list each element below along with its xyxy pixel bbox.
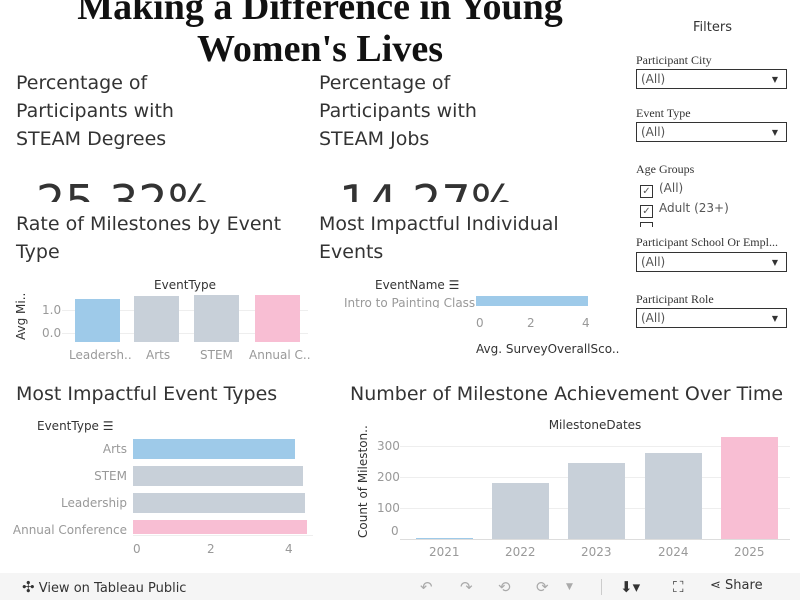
category-label: Annual Conference	[12, 523, 127, 535]
dashboard-title: Making a Difference in Young Women's Liv…	[77, 0, 563, 62]
bar-2025	[721, 437, 778, 539]
x-tick: 2025	[734, 545, 765, 559]
bar-2022	[492, 482, 549, 539]
filter-label: Participant Role	[636, 292, 714, 306]
checkmark-icon: ✓	[640, 205, 653, 218]
sort-icon[interactable]: ☰	[102, 419, 114, 433]
x-tick: STEM	[200, 348, 233, 362]
participant-role-dropdown[interactable]: (All) ▼	[636, 308, 787, 328]
x-tick: 2022	[505, 545, 536, 559]
x-tick: 4	[285, 542, 293, 556]
x-tick: 0	[476, 316, 484, 330]
gridline	[62, 333, 308, 334]
age-all-checkbox[interactable]: ✓ (All)	[640, 181, 683, 198]
bar-stem	[194, 295, 239, 342]
y-tick: 200	[377, 470, 400, 484]
divider	[601, 579, 602, 595]
dropdown-arrow-icon: ▼	[771, 128, 778, 137]
category-label: Arts	[102, 442, 127, 456]
share-button[interactable]: ⋖ Share	[710, 578, 763, 593]
y-tick: 0	[391, 524, 399, 538]
x-tick: Arts	[146, 348, 171, 362]
y-tick: 100	[377, 501, 400, 515]
x-tick: 2	[527, 316, 535, 330]
tableau-logo-icon: ✣	[22, 578, 35, 596]
milestones-time-ylabel: Count of Mileston..	[356, 425, 370, 538]
kpi-jobs-title: Percentage of Participants with STEAM Jo…	[319, 72, 477, 150]
bar-intro-to-painting	[476, 296, 589, 306]
y-tick: 0.0	[42, 326, 62, 340]
bar-leadership	[75, 299, 120, 342]
gridline	[400, 446, 790, 447]
filters-heading: Filters	[693, 20, 732, 35]
kpi-degrees-title: Percentage of Participants with STEAM De…	[16, 72, 174, 150]
bar-arts	[133, 439, 295, 459]
undo-icon[interactable]: ↶	[420, 578, 433, 596]
x-tick: 4	[582, 316, 590, 330]
bar-stem	[133, 466, 303, 486]
y-tick: 1.0	[42, 303, 62, 317]
impactful-types-header: EventType ☰	[37, 419, 114, 433]
category-label: STEM	[94, 469, 127, 483]
dropdown-arrow-icon: ▼	[771, 258, 778, 267]
y-tick: 300	[377, 439, 400, 453]
participant-school-dropdown[interactable]: (All) ▼	[636, 252, 787, 272]
fullscreen-icon[interactable]: ⛶	[673, 578, 684, 596]
axis-line	[400, 539, 790, 540]
bar-leadership	[133, 493, 306, 513]
milestone-rate-ylabel: Avg Mi..	[14, 292, 28, 340]
kpi-jobs-value: 14.27%	[339, 175, 515, 202]
impactful-events-title: Most Impactful Individual Events	[319, 213, 559, 263]
impactful-events-xlabel: Avg. SurveyOverallSco..	[476, 342, 620, 356]
age-adult-checkbox[interactable]: ✓ Adult (23+)	[640, 201, 729, 218]
x-tick: 2021	[429, 545, 460, 559]
milestone-rate-header: EventType	[154, 278, 216, 292]
dropdown-arrow-icon: ▼	[771, 314, 778, 323]
milestones-time-header: MilestoneDates	[548, 418, 642, 432]
bar-2023	[568, 463, 625, 539]
download-icon[interactable]: ⬇▾	[620, 578, 641, 596]
row-label: Intro to Painting Class	[344, 296, 476, 308]
milestone-rate-title: Rate of Milestones by Event Type	[16, 213, 282, 263]
filter-label: Age Groups	[636, 162, 695, 176]
age-list-overflow[interactable]	[640, 222, 790, 227]
impactful-events-header: EventName ☰	[375, 278, 460, 292]
x-tick: Annual C..	[249, 348, 311, 362]
milestones-time-title: Number of Milestone Achievement Over Tim…	[350, 383, 784, 405]
bar-2024	[645, 453, 702, 539]
x-tick: 0	[133, 542, 141, 556]
dropdown-arrow-icon: ▼	[771, 75, 778, 84]
revert-icon[interactable]: ⟲	[498, 578, 511, 596]
impactful-types-title: Most Impactful Event Types	[16, 383, 278, 405]
x-tick: Leadersh..	[69, 348, 132, 362]
gridline	[62, 310, 308, 311]
filter-label: Participant School Or Empl...	[636, 235, 778, 249]
bar-annual-conference	[255, 295, 300, 342]
event-type-dropdown[interactable]: (All) ▼	[636, 122, 787, 142]
filter-label: Event Type	[636, 106, 691, 120]
x-tick: 2024	[658, 545, 689, 559]
x-tick: 2023	[581, 545, 612, 559]
view-on-tableau-link[interactable]: ✣ View on Tableau Public	[22, 578, 187, 596]
toolbar: ✣ View on Tableau Public ↶ ↷ ⟲ ⟳ ▼ ⬇▾ ⛶ …	[0, 573, 800, 600]
participant-city-dropdown[interactable]: (All) ▼	[636, 69, 787, 89]
refresh-icon[interactable]: ⟳	[536, 578, 549, 596]
bar-arts	[134, 295, 179, 342]
share-icon: ⋖	[710, 578, 721, 593]
axis-line	[133, 535, 313, 536]
refresh-menu-arrow-icon[interactable]: ▼	[566, 582, 573, 592]
category-label: Leadership	[61, 496, 127, 510]
redo-icon[interactable]: ↷	[460, 578, 473, 596]
kpi-degrees-value: 25.32%	[36, 175, 212, 202]
bar-2021	[416, 538, 473, 539]
bar-annual-conference	[133, 520, 308, 534]
sort-icon[interactable]: ☰	[448, 278, 460, 292]
filter-label: Participant City	[636, 53, 712, 67]
x-tick: 2	[207, 542, 215, 556]
checkmark-icon: ✓	[640, 185, 653, 198]
